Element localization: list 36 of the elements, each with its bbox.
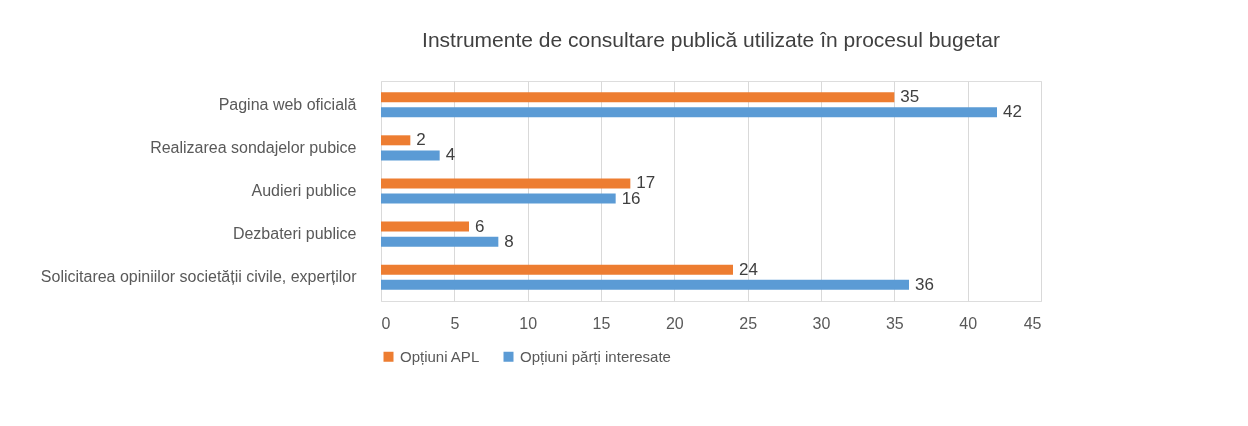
bar: [381, 150, 440, 161]
data-label: 36: [915, 274, 934, 294]
bar: [381, 178, 631, 189]
y-tick-label: Dezbateri publice: [232, 225, 357, 243]
data-label: 24: [739, 259, 758, 279]
x-tick-label: 5: [450, 314, 460, 332]
bar: [381, 193, 616, 204]
x-tick-label: 10: [519, 314, 538, 332]
bar: [381, 264, 733, 275]
legend-label: Opțiuni APL: [400, 347, 480, 365]
y-tick-label: Realizarea sondajelor pubice: [150, 138, 357, 156]
data-label: 35: [900, 87, 920, 107]
bar: [381, 107, 997, 118]
bar: [381, 135, 411, 146]
data-label: 2: [416, 130, 426, 150]
x-tick-label: 45: [1023, 314, 1042, 332]
x-tick-label: 15: [592, 314, 611, 332]
x-tick-label: 20: [665, 314, 684, 332]
x-tick-label: 35: [885, 314, 904, 332]
x-tick-label: 30: [812, 314, 831, 332]
data-label: 8: [504, 231, 514, 251]
bar: [381, 236, 499, 247]
data-label: 42: [1003, 102, 1022, 122]
x-tick-label: 40: [959, 314, 978, 332]
legend-label: Opțiuni părți interesate: [520, 347, 671, 365]
x-tick-label: 25: [739, 314, 758, 332]
bar: [381, 279, 909, 290]
y-tick-label: Audieri publice: [251, 182, 357, 199]
data-label: 6: [475, 216, 485, 236]
y-tick-label: Solicitarea opiniilor societății civile, experților: [40, 268, 358, 286]
y-tick-label: Pagina web oficială: [218, 95, 357, 113]
bar: [381, 221, 469, 232]
bar: [381, 92, 895, 103]
chart-title: Instrumente de consultare publică utilizate în procesul bugetar: [422, 28, 1000, 51]
x-tick-label: 0: [381, 314, 391, 332]
data-label: 4: [445, 145, 456, 165]
